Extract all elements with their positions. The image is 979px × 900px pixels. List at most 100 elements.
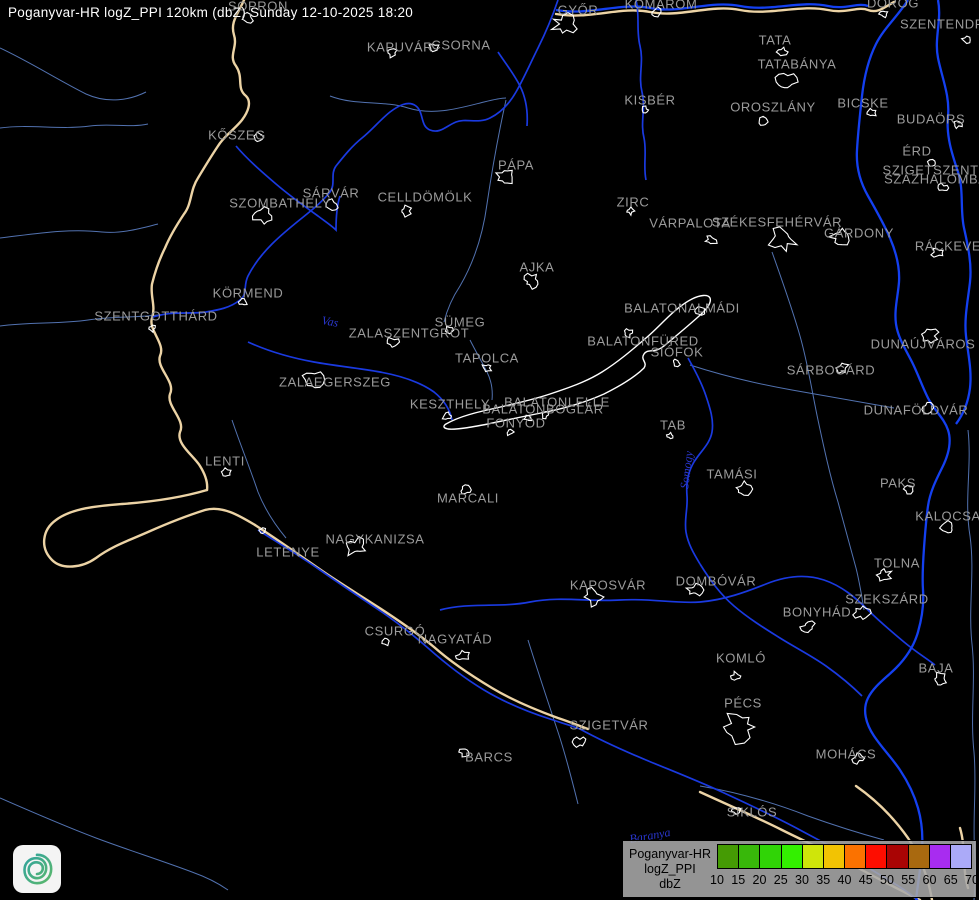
radar-title: Poganyvar-HR logZ_PPI 120km (dbZ) Sunday… (8, 5, 414, 20)
rivers (152, 0, 936, 900)
city-label: SZÉKESFEHÉRVÁR (711, 214, 843, 230)
city-outline (758, 115, 769, 126)
tick-label: 60 (922, 873, 937, 887)
color-cell (823, 844, 846, 869)
city-label: NAGYATÁD (417, 631, 493, 647)
city-label: MARCALI (437, 490, 499, 506)
city-outline (684, 582, 705, 597)
legend-product: logZ_PPI (644, 862, 696, 876)
app-logo (13, 845, 61, 893)
city-outline (541, 411, 550, 420)
color-cell (781, 844, 803, 869)
city-label: ÉRD (902, 143, 932, 159)
city-label: BONYHÁD (782, 604, 852, 620)
city-outline (242, 11, 255, 24)
city-outline (722, 712, 757, 746)
city-label: BICSKE (837, 95, 889, 111)
tick-label: 25 (773, 873, 788, 887)
color-cell (802, 844, 824, 869)
city-label: LETENYE (256, 544, 320, 560)
city-label: SÜMEG (434, 314, 486, 330)
city-outline (481, 364, 493, 373)
color-cell (760, 844, 782, 869)
city-outline (938, 519, 953, 534)
city-outline (571, 736, 587, 748)
county-label: Vas (320, 313, 340, 330)
city-outline (930, 247, 944, 258)
city-label: BALATONLELLE (504, 394, 610, 410)
city-label: KOMÁROM (624, 0, 698, 12)
city-label: DOMBÓVÁR (675, 573, 757, 589)
legend-unit: dbZ (659, 877, 681, 891)
city-label: TAB (659, 417, 687, 433)
city-outline (460, 484, 472, 495)
city-outline (693, 305, 706, 316)
city-label: SZENTENDRE (899, 16, 979, 32)
city-label: BALATONBOGLÁR (482, 401, 604, 417)
city-outline (877, 10, 889, 19)
city-outline (826, 227, 850, 246)
color-cell (866, 844, 888, 869)
tick-label: 65 (943, 873, 958, 887)
city-label: SIÓFOK (650, 344, 704, 360)
city-outline (381, 637, 390, 647)
city-outline (775, 46, 789, 57)
city-label: SZENTGOTTHÁRD (94, 308, 218, 324)
city-label: VÁRPALOTA (649, 215, 731, 231)
city-outline (237, 297, 248, 306)
city-label: TATABÁNYA (757, 56, 837, 72)
city-outline (730, 807, 742, 815)
color-scale-cells (717, 844, 973, 869)
color-cell (908, 844, 930, 869)
city-outline (623, 327, 634, 339)
legend-labels: Poganyvar-HR logZ_PPI dbZ (623, 841, 717, 897)
city-outline (441, 411, 453, 420)
city-outline (953, 120, 963, 130)
color-cell (739, 844, 761, 869)
city-outline (866, 107, 877, 117)
city-outline (523, 272, 539, 291)
city-outline (937, 182, 950, 191)
color-cell (717, 844, 740, 869)
minor-rivers (0, 47, 976, 900)
city-outline (583, 586, 605, 608)
city-outline (386, 336, 401, 348)
city-outline (767, 226, 799, 253)
city-label: DOROG (866, 0, 920, 11)
city-label: BARCS (465, 749, 513, 765)
city-label: SIKLÓS (726, 804, 778, 820)
city-outline (454, 649, 470, 661)
city-outline (428, 43, 440, 53)
city-outline (926, 158, 936, 167)
city-outline (774, 72, 799, 89)
city-label: FONYÓD (486, 415, 546, 431)
tick-label: 10 (710, 873, 724, 887)
city-outline (835, 362, 850, 375)
danube-river (555, 0, 972, 900)
country-borders (43, 0, 970, 900)
tick-label: 45 (858, 873, 873, 887)
color-scale: 10 15 20 25 30 35 40 45 50 55 60 65 70 (710, 841, 979, 897)
city-label: BALATONFÜRED (587, 333, 699, 349)
tick-label: 40 (837, 873, 852, 887)
city-outline (444, 325, 455, 335)
city-outline (641, 105, 650, 114)
city-label: DUNAFÖLDVÁR (863, 402, 969, 418)
city-label: ZALASZENTGRÓT (348, 325, 470, 341)
city-outline (735, 479, 754, 496)
tick-label: 70 (965, 873, 979, 887)
color-cell (887, 844, 909, 869)
city-outline (220, 466, 232, 477)
city-label: PAKS (879, 475, 917, 491)
city-outline (851, 752, 866, 765)
city-outline (253, 131, 265, 143)
city-label: OROSZLÁNY (730, 99, 816, 115)
city-label: RÁCKEVE (914, 238, 979, 254)
legend-panel: Poganyvar-HR logZ_PPI dbZ 10 15 20 25 30 35 40… (622, 840, 979, 898)
city-outline (665, 431, 674, 440)
city-label: KÖRMEND (212, 285, 284, 301)
city-label: KAPUVÁR (366, 39, 434, 55)
city-label: SOPRON (228, 0, 288, 14)
city-label: TATA (758, 32, 792, 48)
